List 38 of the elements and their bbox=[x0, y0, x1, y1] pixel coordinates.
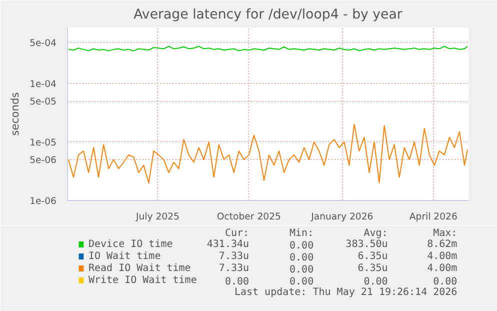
text: 4.00m bbox=[427, 263, 458, 274]
text: 6.35u bbox=[358, 251, 388, 262]
x-tick-label: July 2025 bbox=[134, 212, 180, 222]
x-tick-label: October 2025 bbox=[216, 212, 282, 222]
text: Max: bbox=[433, 228, 458, 239]
line-series bbox=[68, 124, 468, 184]
y-tick-label: 1e-05 bbox=[30, 137, 57, 148]
text: Min: bbox=[290, 228, 314, 239]
text: Last update: Thu May 21 19:26:14 2026 bbox=[234, 287, 458, 298]
y-tick-label: 5e-05 bbox=[30, 96, 57, 108]
text: Cur: bbox=[224, 228, 250, 239]
text: 7.33u bbox=[218, 251, 250, 262]
y-axis-title: seconds bbox=[8, 92, 22, 136]
x-tick-label: April 2026 bbox=[409, 212, 458, 222]
y-tick-label: 1e-04 bbox=[30, 78, 57, 90]
y-tick-label: 5e-04 bbox=[30, 38, 57, 49]
text: 8.62m bbox=[427, 239, 458, 250]
text: 6.35u bbox=[358, 263, 388, 274]
legend-label: IO Wait time bbox=[88, 251, 161, 262]
y-tick-label: 1e-06 bbox=[30, 196, 57, 207]
text: 0.00 bbox=[290, 264, 314, 276]
legend-label: Device IO time bbox=[88, 239, 173, 250]
text: 0.00 bbox=[290, 240, 314, 252]
text: 431.34u bbox=[206, 239, 250, 250]
text: 383.50u bbox=[346, 239, 388, 250]
chart-title: Average latency for /dev/loop4 - by year bbox=[134, 8, 403, 22]
text: 4.00m bbox=[427, 251, 458, 262]
y-tick-label: 5e-06 bbox=[30, 155, 57, 166]
text: 0.00 bbox=[224, 276, 250, 288]
text: 7.33u bbox=[218, 263, 250, 274]
legend-label: Write IO Wait time bbox=[88, 275, 197, 286]
text: 0.00 bbox=[433, 276, 458, 288]
text: Avg: bbox=[364, 228, 388, 239]
text: 0.00 bbox=[290, 252, 314, 264]
legend-label: Read IO Wait time bbox=[88, 263, 191, 274]
x-tick-label: January 2026 bbox=[310, 212, 374, 222]
text: 0.00 bbox=[364, 276, 388, 288]
text: 0.00 bbox=[290, 276, 314, 288]
